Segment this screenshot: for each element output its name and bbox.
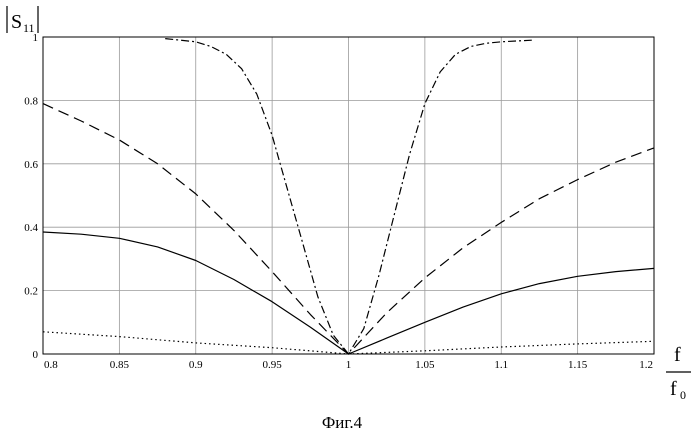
x-axis-label: f f 0: [666, 344, 691, 402]
y-axis-label: S 11: [7, 6, 38, 35]
x-tick-label: 0.9: [189, 359, 203, 371]
x-label-denominator-sub: 0: [680, 388, 686, 402]
y-label-main: S: [11, 11, 22, 33]
x-tick-label: 1.2: [639, 359, 653, 371]
figure-caption: Фиг.4: [322, 413, 363, 432]
y-tick-label: 0.6: [24, 159, 38, 171]
x-tick-label: 0.95: [263, 359, 283, 371]
x-label-denominator: f: [670, 378, 677, 400]
x-tick-label: 1.1: [494, 359, 508, 371]
y-tick-label: 0.2: [24, 286, 38, 298]
x-tick-label: 0.85: [110, 359, 130, 371]
y-label-sub: 11: [23, 21, 35, 35]
y-tick-label: 0.4: [24, 222, 38, 234]
chart-grid: [43, 37, 654, 354]
y-tick-label: 0.8: [24, 95, 38, 107]
x-label-numerator: f: [674, 344, 681, 366]
y-tick-label: 0: [33, 349, 39, 361]
x-tick-label: 0.8: [44, 359, 58, 371]
tick-labels: 0.8 0.85 0.9 0.95 1 1.05 1.1 1.15 1.2 0 0.2 0.4 0.6 0…: [24, 32, 653, 371]
x-tick-label: 1.05: [415, 359, 435, 371]
x-tick-label: 1.15: [568, 359, 588, 371]
x-tick-label: 1: [346, 359, 352, 371]
